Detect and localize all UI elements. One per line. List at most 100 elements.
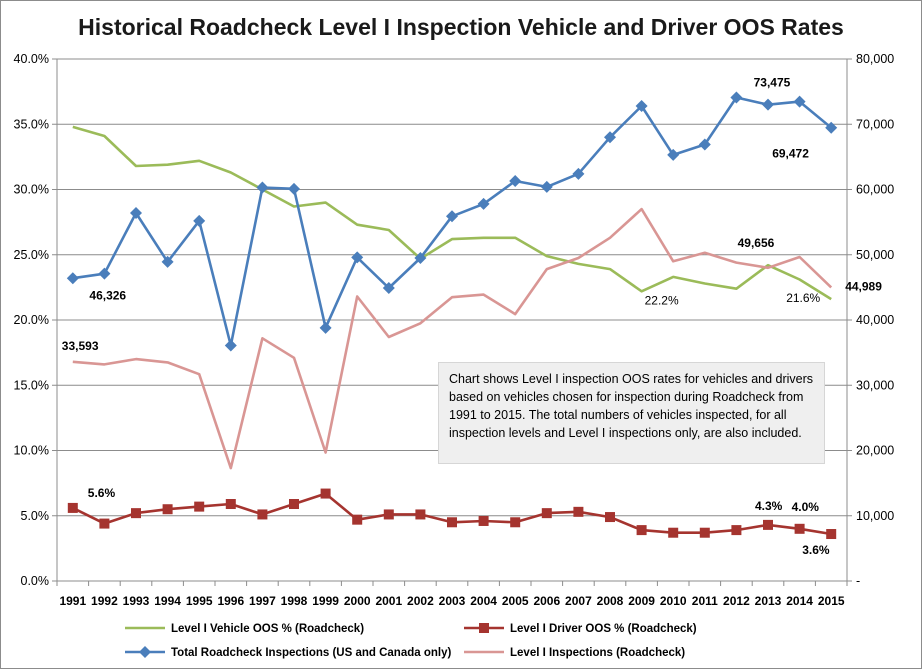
series-2-point	[193, 214, 206, 227]
data-label: 49,656	[738, 236, 775, 250]
data-label: 46,326	[89, 289, 126, 303]
x-axis-tick-label: 2015	[818, 594, 845, 608]
x-axis-tick-label: 1994	[154, 594, 181, 608]
series-line-0	[72, 125, 832, 301]
series-2-point	[793, 95, 806, 108]
x-axis-tick-label: 2005	[502, 594, 529, 608]
chart-title: Historical Roadcheck Level I Inspection …	[78, 14, 844, 40]
x-axis-tick-label: 2007	[565, 594, 592, 608]
series-1-point	[194, 501, 205, 512]
series-2-point	[825, 121, 838, 134]
series-1-point	[668, 527, 679, 538]
series-1-point	[225, 499, 236, 510]
chart-annotation-box: Chart shows Level I inspection OOS rates…	[438, 362, 825, 464]
x-axis-tick-label: 2009	[628, 594, 655, 608]
data-label: 22.2%	[645, 293, 679, 307]
series-2-point	[256, 181, 269, 194]
left-axis-tick-label: 0.0%	[21, 574, 50, 588]
legend-swatch-marker	[479, 623, 489, 633]
x-axis-tick-label: 2014	[786, 594, 813, 608]
series-2-point	[635, 99, 648, 112]
series-1-point	[699, 527, 710, 538]
left-axis-tick-label: 10.0%	[14, 444, 49, 458]
data-label: 4.0%	[792, 500, 820, 514]
series-2-point	[604, 131, 616, 144]
series-2-point	[762, 98, 774, 111]
left-axis-tick-label: 5.0%	[21, 509, 50, 523]
series-1-point	[447, 517, 457, 528]
left-axis-tick-label: 25.0%	[14, 248, 49, 262]
x-axis-tick-label: 1995	[186, 594, 213, 608]
right-axis-tick-label: 50,000	[856, 248, 894, 262]
series-line-1	[72, 492, 832, 536]
data-label: 33,593	[62, 339, 99, 353]
series-2-point	[288, 182, 300, 195]
series-1-point	[573, 506, 584, 517]
series-2-point	[351, 251, 364, 264]
series-1-point	[541, 508, 552, 519]
x-axis-tick-label: 1992	[91, 594, 118, 608]
x-axis-tick-label: 2008	[597, 594, 624, 608]
series-1-point	[131, 508, 141, 519]
right-axis-tick-label: -	[856, 574, 860, 588]
right-axis-tick-label: 10,000	[856, 509, 894, 523]
left-axis-tick-label: 20.0%	[14, 313, 49, 327]
series-1-point	[636, 525, 647, 536]
series-1-point	[257, 509, 268, 520]
legend-swatch-marker	[139, 646, 151, 658]
data-label: 69,472	[772, 147, 809, 161]
series-2-point	[224, 339, 237, 352]
series-1-point	[352, 514, 363, 525]
series-2-point	[319, 321, 332, 334]
right-axis-tick-label: 20,000	[856, 444, 894, 458]
series-2-point	[66, 272, 79, 285]
series-2-point	[130, 206, 142, 219]
series-line-3	[72, 207, 833, 470]
data-label: 21.6%	[786, 291, 820, 305]
series-2-point	[382, 282, 395, 295]
right-axis-tick-label: 70,000	[856, 117, 894, 131]
x-axis-tick-label: 1993	[123, 594, 150, 608]
right-axis-tick-label: 60,000	[856, 183, 894, 197]
data-label: 3.6%	[802, 543, 830, 557]
data-label: 4.3%	[755, 499, 783, 513]
legend-label: Level I Inspections (Roadcheck)	[510, 647, 685, 659]
x-axis-tick-label: 2002	[407, 594, 434, 608]
series-1-point	[763, 519, 773, 530]
series-2-point	[667, 148, 680, 161]
left-axis-tick-label: 30.0%	[14, 183, 49, 197]
series-1-point	[794, 523, 805, 534]
series-1-point	[383, 509, 394, 520]
x-axis-tick-label: 2004	[470, 594, 497, 608]
series-1-point	[731, 525, 742, 536]
series-2-point	[477, 197, 490, 210]
x-axis-tick-label: 1997	[249, 594, 276, 608]
x-axis-tick-label: 2010	[660, 594, 687, 608]
right-axis-tick-label: 40,000	[856, 313, 894, 327]
series-2-point	[414, 252, 427, 265]
legend-label: Level I Vehicle OOS % (Roadcheck)	[171, 623, 364, 635]
x-axis-tick-label: 1996	[217, 594, 244, 608]
legend-label: Level I Driver OOS % (Roadcheck)	[510, 623, 697, 635]
x-axis-tick-label: 2006	[533, 594, 560, 608]
series-1-point	[99, 518, 110, 529]
series-2-point	[540, 180, 553, 193]
x-axis-tick-label: 2003	[439, 594, 466, 608]
series-1-point	[415, 509, 426, 520]
series-2-point	[446, 210, 458, 223]
x-axis-tick-label: 2011	[692, 594, 718, 608]
right-axis-tick-label: 80,000	[856, 52, 894, 66]
legend-label: Total Roadcheck Inspections (US and Cana…	[171, 647, 451, 659]
series-1-point	[510, 517, 521, 528]
series-2-point	[509, 175, 522, 188]
series-2-point	[161, 255, 174, 268]
series-1-point	[605, 512, 615, 523]
series-1-point	[478, 515, 489, 526]
data-label: 5.6%	[88, 486, 116, 500]
series-1-point	[289, 499, 299, 510]
x-axis-tick-label: 1991	[59, 594, 86, 608]
left-axis-tick-label: 35.0%	[14, 117, 49, 131]
x-axis-tick-label: 2012	[723, 594, 750, 608]
left-axis-tick-label: 40.0%	[14, 52, 49, 66]
